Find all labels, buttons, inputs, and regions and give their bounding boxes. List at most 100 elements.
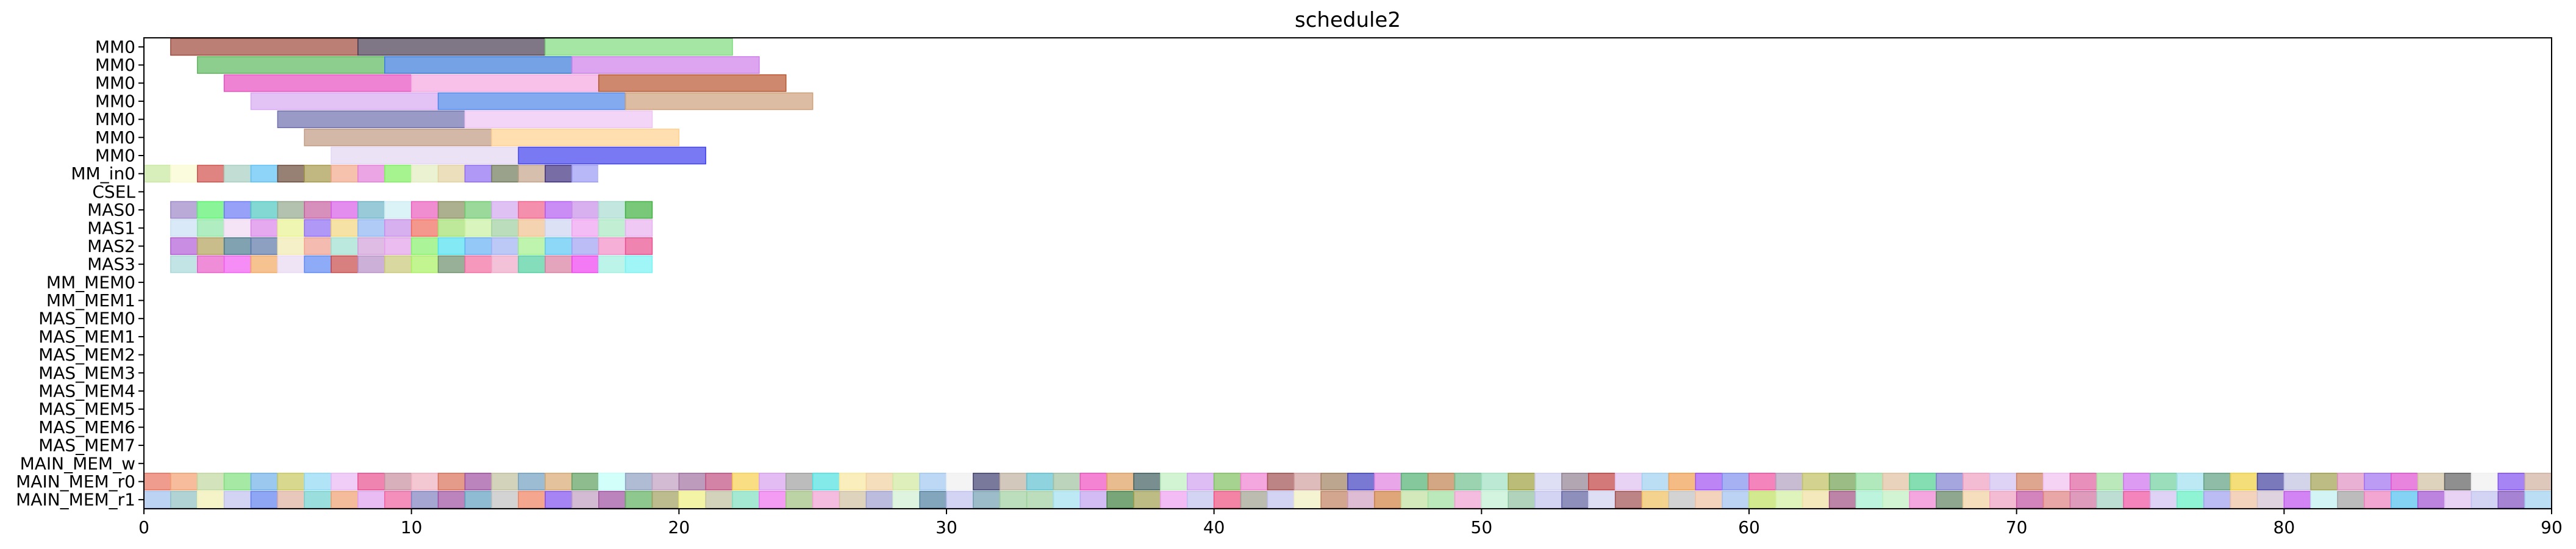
task-cell: [598, 490, 626, 509]
task-cell: [678, 473, 706, 490]
task-cell: [1267, 473, 1295, 490]
x-tick-label: 10: [401, 517, 423, 537]
task-cell: [196, 490, 225, 509]
task-cell: [2524, 490, 2552, 509]
task-cell: [170, 237, 198, 255]
task-cell: [785, 473, 814, 490]
task-cell: [1962, 473, 1991, 490]
task-cell: [1801, 490, 1830, 509]
task-cell: [571, 255, 599, 273]
task-cell: [2524, 473, 2552, 490]
task-cell: [2444, 473, 2472, 490]
task-cell: [865, 490, 894, 509]
task-cell: [250, 165, 279, 183]
task-cell: [2364, 473, 2392, 490]
task-cell: [331, 490, 359, 509]
task-cell: [1293, 490, 1322, 509]
task-bar: [545, 38, 733, 56]
task-cell: [250, 255, 279, 273]
task-cell: [2417, 490, 2445, 509]
task-cell: [464, 219, 493, 237]
task-cell: [651, 490, 680, 509]
y-tick-label: CSEL: [92, 182, 135, 202]
task-cell: [196, 473, 225, 490]
x-tick-label: 80: [2274, 517, 2295, 537]
task-cell: [2391, 473, 2419, 490]
task-cell: [1240, 490, 1268, 509]
task-cell: [464, 201, 493, 219]
task-cell: [170, 255, 198, 273]
task-cell: [1534, 490, 1562, 509]
task-cell: [624, 255, 653, 273]
task-cell: [331, 219, 359, 237]
task-cell: [2497, 473, 2525, 490]
task-cell: [1989, 490, 2017, 509]
x-tick-label: 60: [1738, 517, 1760, 537]
task-cell: [1561, 473, 1589, 490]
task-cell: [464, 165, 493, 183]
task-cell: [277, 473, 305, 490]
task-cell: [223, 490, 252, 509]
task-cell: [1187, 473, 1215, 490]
y-tick-label: MAS0: [87, 200, 135, 220]
task-cell: [946, 490, 974, 509]
task-cell: [491, 219, 519, 237]
task-cell: [437, 237, 466, 255]
task-cell: [571, 490, 599, 509]
task-cell: [1695, 490, 1723, 509]
x-tick-label: 50: [1471, 517, 1493, 537]
y-tick-label: MAIN_MEM_r1: [16, 490, 135, 510]
task-cell: [598, 473, 626, 490]
y-tick-label: MM0: [95, 37, 135, 57]
task-cell: [812, 473, 840, 490]
task-cell: [1855, 473, 1884, 490]
task-cell: [2230, 473, 2258, 490]
task-cell: [2337, 473, 2365, 490]
task-cell: [223, 237, 252, 255]
task-cell: [2337, 490, 2365, 509]
task-cell: [464, 473, 493, 490]
task-cell: [304, 219, 332, 237]
task-cell: [1748, 473, 1776, 490]
task-cell: [839, 473, 867, 490]
x-tick-label: 70: [2006, 517, 2028, 537]
task-cell: [357, 219, 385, 237]
task-cell: [1053, 490, 1081, 509]
task-bar: [437, 92, 626, 110]
task-cell: [518, 255, 546, 273]
task-cell: [892, 490, 920, 509]
task-cell: [410, 219, 439, 237]
task-cell: [2283, 473, 2311, 490]
task-cell: [1936, 473, 1964, 490]
task-cell: [1722, 490, 1750, 509]
task-cell: [277, 255, 305, 273]
task-cell: [705, 490, 733, 509]
task-cell: [2016, 490, 2044, 509]
task-cell: [304, 473, 332, 490]
task-cell: [1989, 473, 2017, 490]
task-cell: [705, 473, 733, 490]
task-cell: [410, 255, 439, 273]
task-cell: [357, 473, 385, 490]
y-tick-label: MAS_MEM0: [38, 309, 135, 329]
task-cell: [277, 219, 305, 237]
task-bar: [518, 146, 706, 165]
task-cell: [250, 219, 279, 237]
task-cell: [839, 490, 867, 509]
task-cell: [1347, 473, 1375, 490]
task-cell: [410, 473, 439, 490]
task-cell: [1855, 490, 1884, 509]
task-cell: [196, 165, 225, 183]
task-bar: [196, 56, 385, 74]
task-bar: [304, 128, 493, 146]
y-tick-label: MM_in0: [71, 163, 135, 184]
task-cell: [973, 473, 1001, 490]
task-cell: [491, 490, 519, 509]
task-cell: [1106, 473, 1134, 490]
task-bar: [384, 56, 573, 74]
task-cell: [1641, 490, 1670, 509]
task-bar: [223, 74, 412, 92]
task-cell: [892, 473, 920, 490]
task-bar: [357, 38, 546, 56]
task-cell: [384, 165, 412, 183]
